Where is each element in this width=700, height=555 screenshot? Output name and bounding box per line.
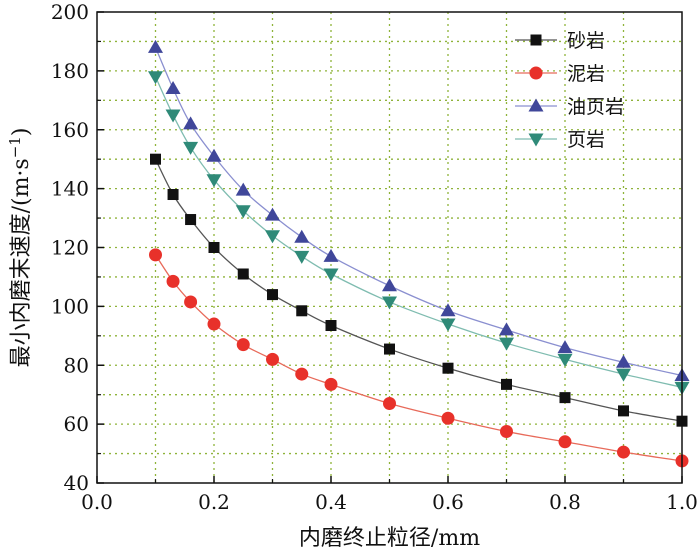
y-tick-label: 180: [51, 59, 89, 83]
y-axis-title: 最小内磨末速度/(m·s−1): [6, 128, 34, 368]
data-point: [499, 337, 514, 351]
data-point: [148, 39, 163, 53]
legend-item: 页岩: [515, 129, 605, 151]
y-tick-label: 80: [64, 353, 89, 377]
data-point: [294, 229, 310, 243]
data-point: [183, 116, 199, 130]
data-point: [265, 207, 280, 221]
data-point: [166, 274, 180, 288]
data-point: [236, 338, 250, 352]
data-point: [295, 367, 309, 381]
legend-item: 泥岩: [515, 63, 605, 85]
data-point: [323, 248, 339, 262]
data-point: [441, 411, 455, 425]
legend-marker: [528, 98, 544, 112]
data-point: [501, 378, 512, 390]
legend-marker: [528, 133, 544, 147]
x-tick-label: 0.6: [432, 490, 464, 514]
data-point: [185, 214, 197, 226]
data-point: [325, 320, 337, 332]
axis-ticks: 0.0 0.2 0.4 0.6 0.8 1.0 40 60 80 100 120 140 160 180 2…: [51, 0, 698, 514]
y-tick-label: 60: [64, 412, 89, 436]
data-point: [149, 248, 162, 262]
data-point: [167, 189, 179, 201]
y-tick-label: 200: [51, 0, 89, 24]
data-point: [267, 289, 278, 301]
data-point: [617, 445, 630, 459]
data-point: [384, 343, 395, 355]
y-tick-label: 40: [64, 471, 89, 495]
legend-label: 油页岩: [567, 96, 624, 118]
data-point: [499, 322, 514, 336]
data-point: [616, 354, 631, 368]
legend-label: 泥岩: [567, 63, 605, 85]
data-point: [206, 148, 222, 162]
data-point: [382, 278, 397, 292]
legend-marker: [530, 34, 542, 46]
y-axis-title-exponent: −1: [6, 136, 24, 158]
data-point: [207, 317, 221, 331]
y-axis-title-main: 最小内磨末速度/(m·s: [9, 158, 34, 367]
data-point: [559, 392, 571, 404]
y-tick-label: 140: [51, 177, 89, 201]
series-3: [148, 71, 690, 395]
data-point: [165, 81, 181, 95]
data-point: [324, 377, 338, 391]
data-point: [558, 435, 572, 449]
data-point: [440, 303, 456, 317]
data-point: [382, 296, 397, 310]
x-tick-label: 0.4: [315, 490, 347, 514]
data-point: [557, 340, 573, 354]
data-point: [184, 295, 198, 309]
y-tick-label: 100: [51, 294, 89, 318]
series-line: [154, 76, 683, 388]
data-point: [206, 174, 222, 188]
data-point: [323, 268, 339, 282]
data-point: [500, 424, 513, 438]
data-point: [442, 362, 454, 374]
data-point: [618, 405, 629, 417]
data-point: [383, 397, 396, 411]
series-line: [154, 158, 683, 422]
legend-item: 油页岩: [515, 96, 624, 118]
legend-label: 页岩: [567, 129, 605, 151]
x-tick-label: 0.2: [198, 490, 230, 514]
data-point: [296, 305, 308, 317]
data-point: [265, 230, 280, 244]
data-point: [208, 242, 220, 253]
series-0: [150, 153, 688, 427]
series-2: [148, 39, 690, 382]
data-point: [557, 353, 573, 367]
data-point: [440, 318, 456, 332]
data-point: [150, 153, 161, 165]
x-tick-label: 0.0: [81, 490, 113, 514]
data-point: [294, 250, 310, 264]
x-tick-label: 0.8: [549, 490, 581, 514]
legend-label: 砂岩: [567, 30, 605, 52]
data-point: [266, 352, 279, 366]
series-1: [149, 248, 689, 468]
data-point: [165, 109, 181, 123]
x-axis-title: 内磨终止粒径/mm: [299, 526, 480, 551]
data-point: [148, 71, 163, 85]
legend-marker: [529, 66, 543, 80]
data-point: [183, 141, 199, 155]
y-tick-label: 120: [51, 236, 89, 260]
data-point: [237, 268, 249, 280]
legend-item: 砂岩: [515, 30, 605, 52]
y-axis-title-close: ): [9, 128, 34, 137]
data-point: [235, 205, 251, 219]
data-point: [235, 182, 251, 196]
y-tick-label: 160: [51, 118, 89, 142]
x-tick-label: 1.0: [666, 490, 698, 514]
data-point: [616, 368, 631, 382]
